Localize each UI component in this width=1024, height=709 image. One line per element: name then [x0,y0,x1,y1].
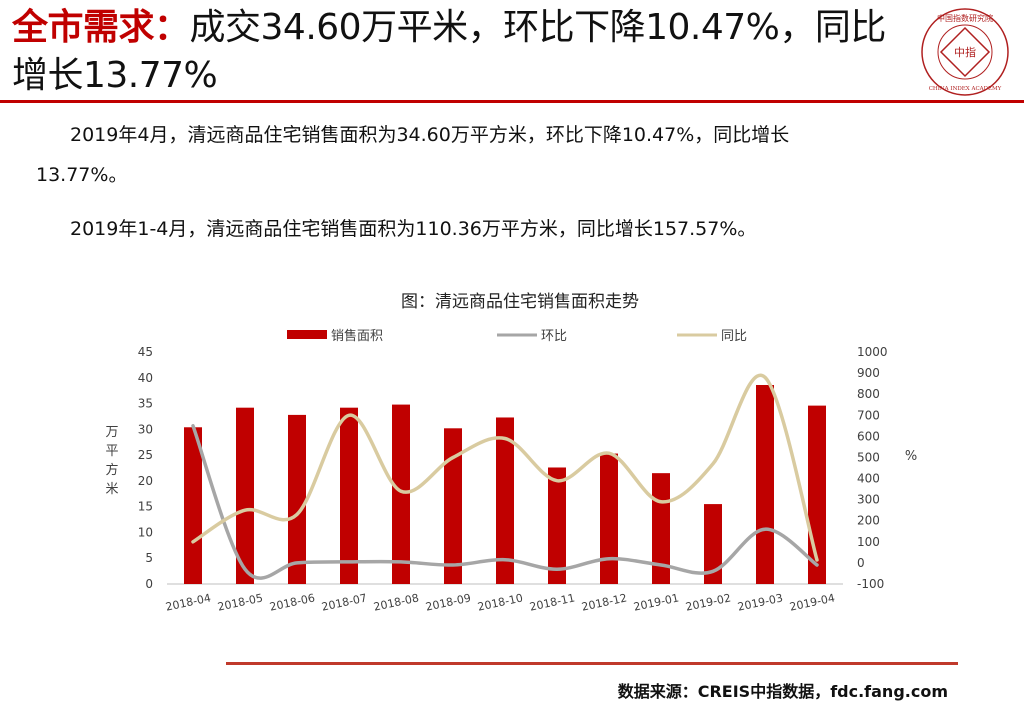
left-y-tick-label: 20 [138,474,153,488]
paragraph-1-line-2: 13.77%。 [36,164,128,186]
legend-label: 同比 [721,329,747,344]
left-y-tick-label: 15 [138,500,153,514]
title-keyword: 全市需求： [12,7,190,48]
left-y-tick-label: 0 [145,577,153,591]
bar-2018-09 [444,428,462,584]
right-y-tick-label: 1000 [857,345,888,359]
x-tick-label: 2019-04 [788,591,836,613]
bar-2018-12 [600,453,618,584]
left-y-axis-label-char: 米 [105,482,118,497]
left-y-tick-label: 35 [138,397,153,411]
left-y-tick-label: 5 [145,551,153,565]
svg-text:CHINA INDEX ACADEMY: CHINA INDEX ACADEMY [929,86,1002,92]
bar-2018-10 [496,417,514,584]
bar-2019-02 [704,504,722,584]
x-tick-label: 2018-10 [476,591,524,613]
left-y-tick-label: 25 [138,448,153,462]
paragraph-1-line-1: 2019年4月，清远商品住宅销售面积为34.60万平方米，环比下降10.47%，… [70,124,790,146]
x-tick-label: 2019-01 [632,591,680,613]
sales-area-chart: 0 5 10 15 20 25 30 35 40 45 -100 0 100 200 300 400 500 60… [105,328,917,614]
page-title: 全市需求：成交34.60万平米，环比下降10.47%，同比增长13.77% [12,4,912,100]
x-tick-label: 2019-02 [684,591,732,613]
bar-2018-07 [340,407,358,584]
left-y-axis-label-char: 平 [105,444,118,459]
legend-label: 销售面积 [331,328,383,344]
right-y-tick-label: 400 [857,472,880,486]
left-y-tick-label: 30 [138,422,153,436]
right-y-tick-label: 200 [857,514,880,528]
x-tick-label: 2018-08 [372,591,420,613]
right-y-tick-label: 100 [857,535,880,549]
x-tick-label: 2019-03 [736,591,784,613]
right-y-tick-label: 800 [857,387,880,401]
paragraph-2: 2019年1-4月，清远商品住宅销售面积为110.36万平方米，同比增长157.… [70,218,757,240]
right-y-axis-label: % [905,449,917,464]
bar-2018-05 [236,407,254,584]
right-y-tick-label: 500 [857,450,880,464]
right-y-tick-label: 700 [857,408,880,422]
x-tick-label: 2018-12 [580,591,628,613]
left-y-axis-label-char: 方 [105,462,118,478]
right-y-tick-label: 300 [857,493,880,507]
svg-text:中国指数研究院: 中国指数研究院 [937,13,993,23]
bar-2018-04 [184,427,202,584]
x-tick-label: 2018-04 [164,591,212,613]
left-y-tick-label: 40 [138,371,153,385]
right-y-tick-label: -100 [857,577,884,591]
title-text: 成交34.60万平米，环比下降10.47%，同比增长13.77% [12,7,886,96]
x-tick-label: 2018-11 [528,591,576,613]
svg-text:中指: 中指 [954,45,976,59]
legend-label: 环比 [541,329,567,344]
right-y-tick-label: 600 [857,429,880,443]
chart-title: 图：清远商品住宅销售面积走势 [401,292,639,312]
header-divider [0,100,1024,103]
china-index-academy-logo: 中指 中国指数研究院 CHINA INDEX ACADEMY [919,6,1011,98]
bar-2018-08 [392,404,410,584]
x-tick-label: 2018-07 [320,591,368,613]
bar-2019-03 [756,384,774,584]
left-y-tick-label: 45 [138,345,153,359]
data-source: 数据来源：CREIS中指数据，fdc.fang.com [617,682,948,701]
legend-swatch-sales-area [287,330,327,339]
footer-divider [226,662,958,665]
bar-2018-11 [548,467,566,584]
x-tick-label: 2018-05 [216,591,264,613]
left-y-axis-label-char: 万 [105,425,118,440]
right-y-tick-label: 0 [857,556,865,570]
mom-line [191,424,819,580]
yoy-line [191,373,819,562]
x-tick-label: 2018-06 [268,591,316,613]
left-y-tick-label: 10 [138,525,153,539]
right-y-tick-label: 900 [857,366,880,380]
bar-2018-06 [288,414,306,584]
x-tick-label: 2018-09 [424,591,472,613]
